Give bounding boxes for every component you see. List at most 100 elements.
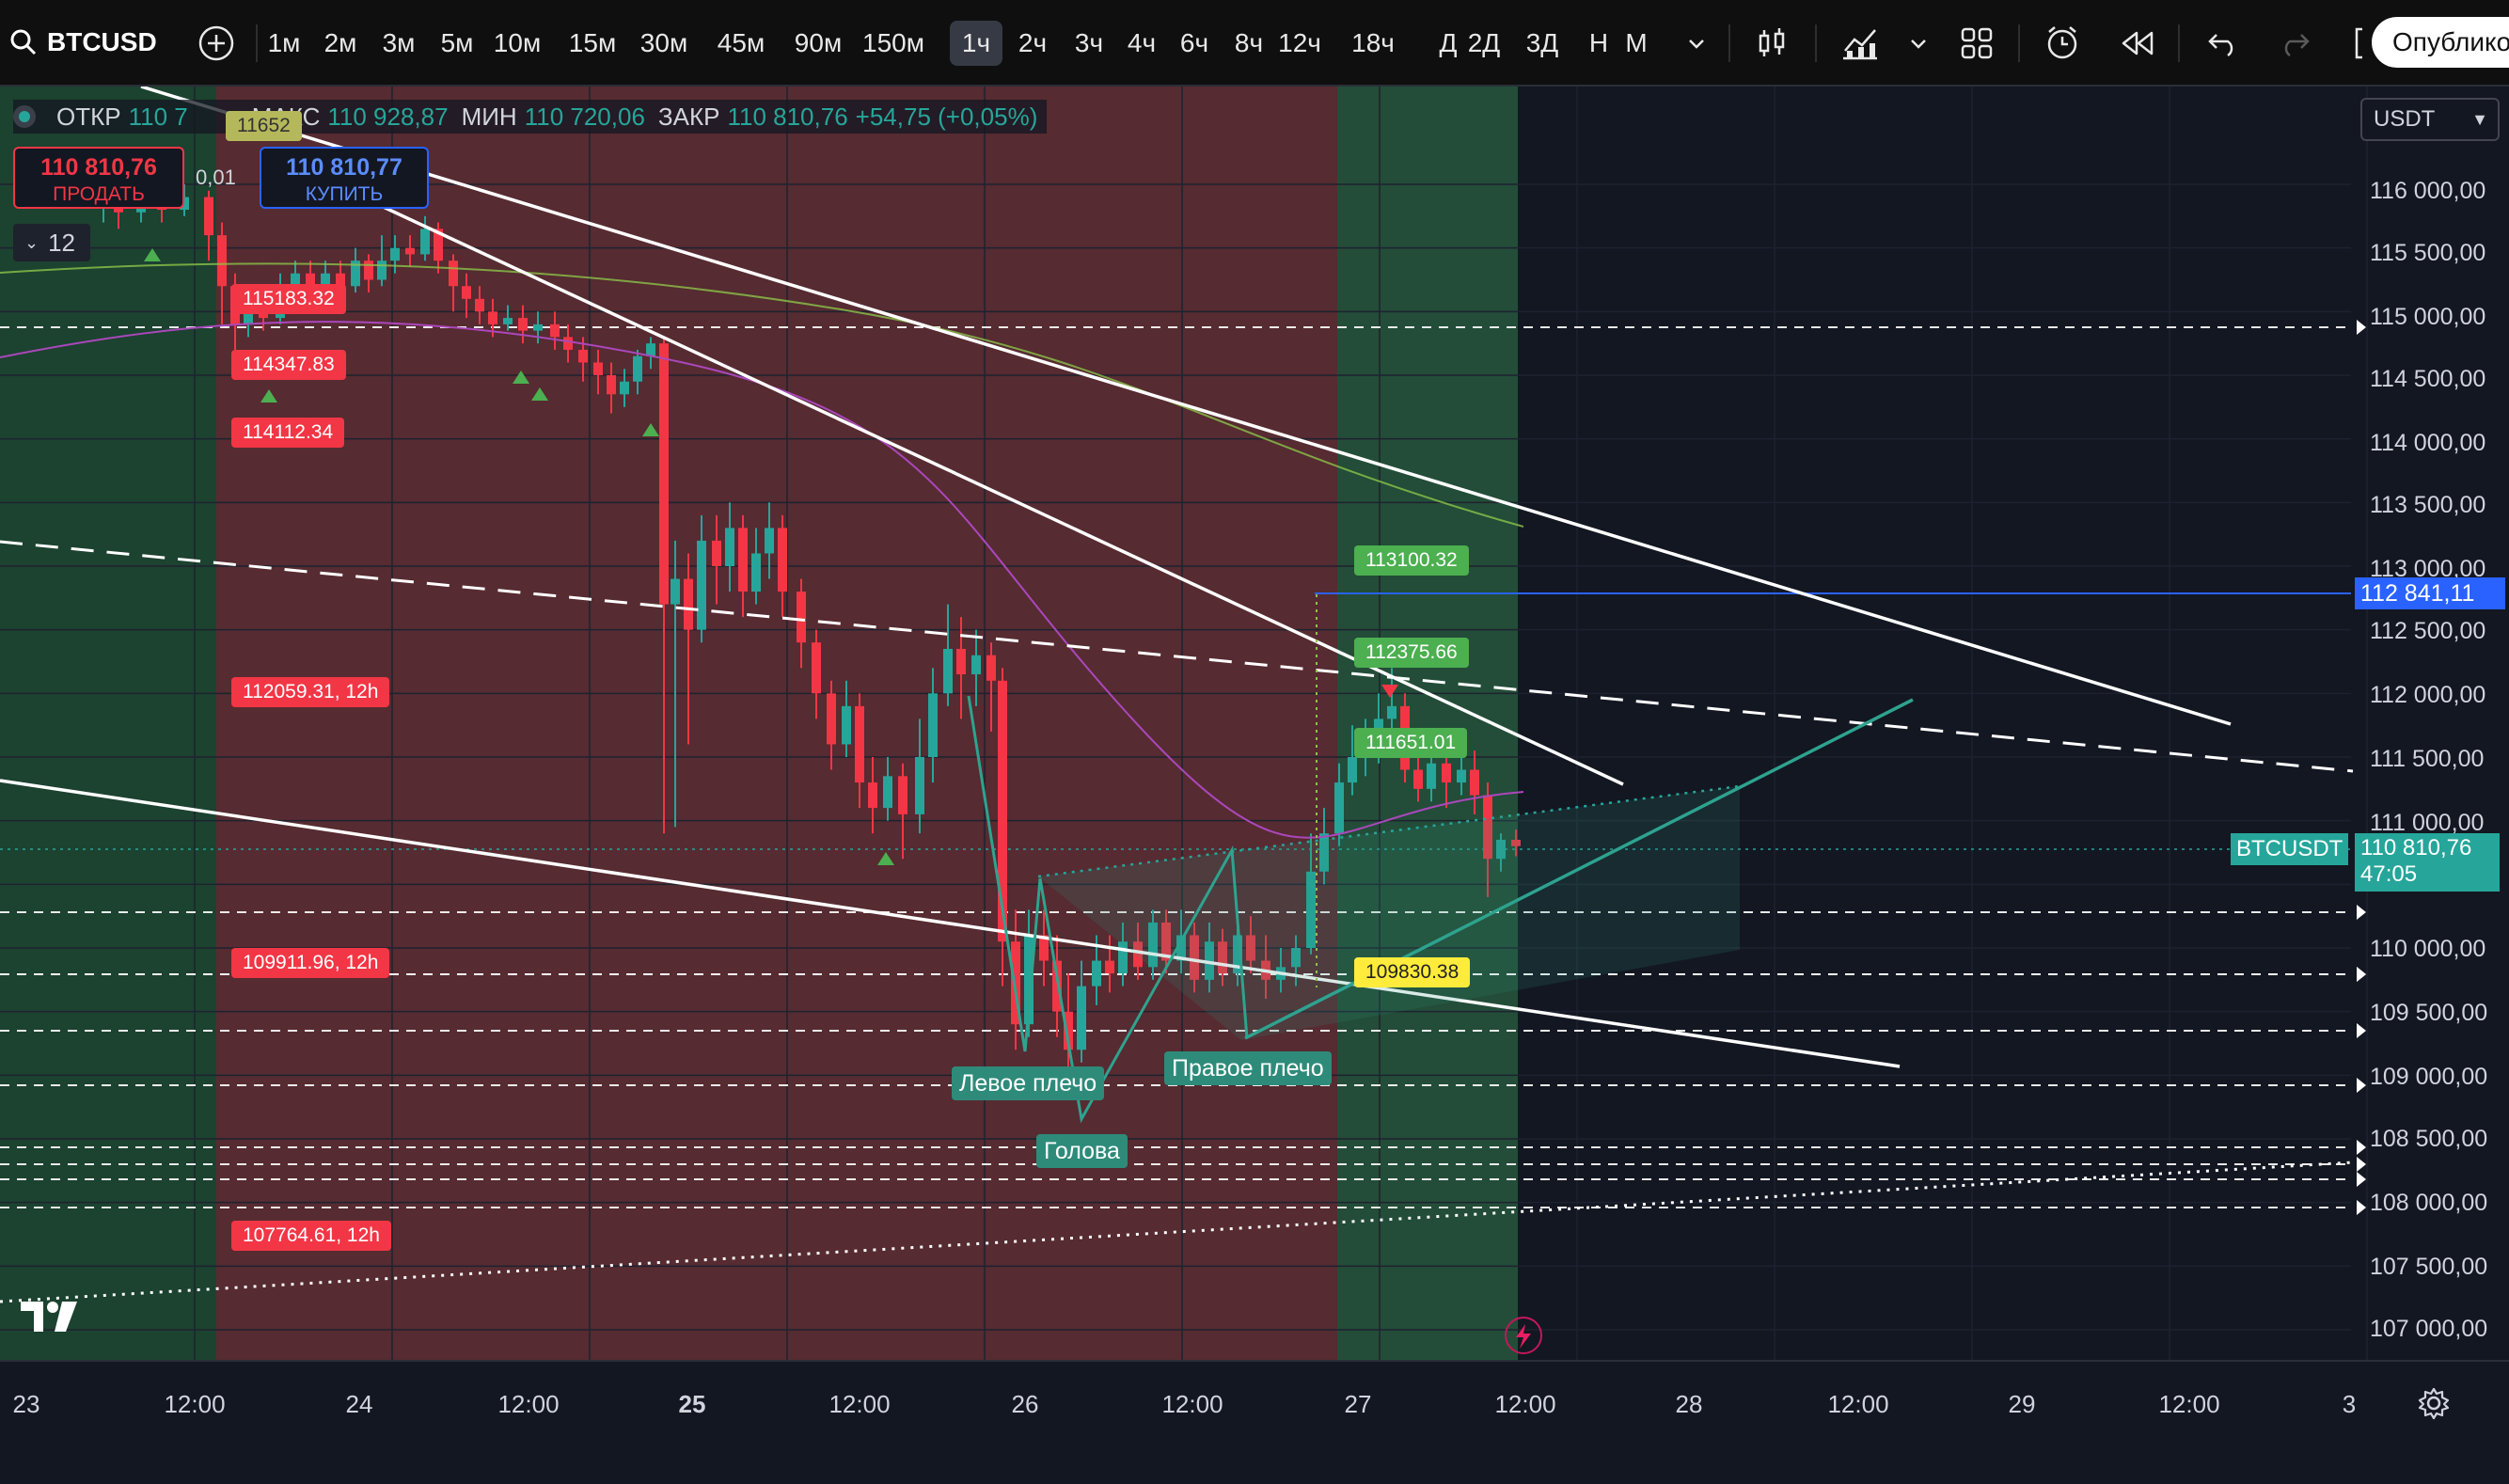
candle-body [1118, 941, 1128, 974]
close-label: ЗАКР [657, 102, 720, 131]
price-chart[interactable] [0, 87, 2509, 1484]
tradingview-logo [19, 1298, 81, 1340]
level-label-red[interactable]: 109911.96, 12h [231, 948, 390, 978]
timeframe-3[interactable]: 5м [440, 28, 474, 57]
level-label-green[interactable]: 113100.32 [1354, 545, 1469, 576]
timeframe-5[interactable]: 15м [568, 28, 617, 57]
candle-body [462, 286, 471, 299]
timeframe-11[interactable]: 2ч [1018, 28, 1048, 57]
price-tick: 107 500,00 [2370, 1254, 2488, 1280]
trendline-lower [0, 779, 1901, 1068]
undo-icon [2208, 34, 2233, 57]
timeframe-14[interactable]: 6ч [1179, 28, 1209, 57]
level-label-red[interactable]: 115183.32 [231, 284, 346, 314]
candle-body [778, 528, 787, 592]
level-label-red[interactable]: 112059.31, 12h [231, 677, 390, 707]
moving-average-green [0, 262, 1524, 528]
head-label: Голова [1036, 1134, 1128, 1168]
currency-value: USDT [2374, 106, 2436, 132]
symbol-search[interactable]: BTCUSD [9, 21, 157, 64]
time-axis[interactable]: 23 12:00 24 12:00 25 12:00 26 12:00 27 12:00 28 12:… [0, 1360, 2509, 1484]
last-price-value: 110 810,76 [2360, 835, 2472, 860]
timeframe-18[interactable]: Д [1439, 28, 1458, 57]
candle-body [550, 324, 560, 338]
candle-body [449, 260, 458, 287]
timeframe-22[interactable]: М [1625, 28, 1648, 57]
candle-body [1233, 935, 1242, 974]
level-label-green[interactable]: 112375.66 [1354, 638, 1469, 668]
timeframe-17[interactable]: 18ч [1351, 28, 1395, 57]
level-label-red[interactable]: 114347.83 [231, 350, 346, 380]
indicators-button[interactable] [1838, 21, 1883, 66]
time-tick: 12:00 [1494, 1390, 1556, 1418]
candles-type-button[interactable] [1749, 21, 1794, 66]
chevron-down-icon: ⌄ [24, 233, 39, 252]
candle-body [503, 318, 513, 324]
candle-body [1334, 782, 1344, 834]
publish-button[interactable]: Опублико [2372, 17, 2509, 68]
sell-signal-marker [1381, 685, 1398, 698]
alert-button[interactable] [2041, 21, 2086, 66]
level-label-red[interactable]: 114112.34 [231, 418, 345, 448]
timeframe-15[interactable]: 8ч [1234, 28, 1264, 57]
timeframe-10[interactable]: 1ч [950, 21, 1002, 66]
timeframe-6[interactable]: 30м [639, 28, 688, 57]
redo-button[interactable] [2272, 21, 2317, 66]
candle-body [420, 229, 430, 255]
timeframe-7[interactable]: 45м [717, 28, 765, 57]
candle-body [1039, 935, 1049, 961]
sell-button[interactable]: 110 810,76 ПРОДАТЬ [13, 147, 184, 209]
time-tick: 27 [1344, 1390, 1372, 1418]
time-tick: 23 [12, 1390, 40, 1418]
candle-body [1319, 833, 1329, 872]
level-label-yellow[interactable]: 109830.38 [1354, 957, 1471, 987]
quantity-toggle[interactable]: ⌄ 12 [13, 224, 90, 261]
top-toolbar: BTCUSD 1м 2м 3м 5м 10м 15м 30м 45м 90м 150м 1ч 2ч 3ч… [0, 0, 2509, 87]
time-tick: 24 [345, 1390, 373, 1418]
time-tick: 28 [1675, 1390, 1703, 1418]
timeframe-4[interactable]: 10м [493, 28, 542, 57]
price-tick: 113 500,00 [2370, 492, 2486, 518]
buy-button[interactable]: 110 810,77 КУПИТЬ [260, 147, 429, 209]
candle-body [217, 235, 227, 287]
replay-button[interactable] [2114, 21, 2159, 66]
undo-button[interactable] [2201, 21, 2246, 66]
candle-body [475, 298, 484, 312]
timeframe-16[interactable]: 12ч [1278, 28, 1321, 57]
level-label-top[interactable]: 11652 [226, 111, 302, 141]
fullscreen-button[interactable] [2338, 21, 2383, 66]
timeframe-12[interactable]: 3ч [1074, 28, 1104, 57]
candle-body [842, 705, 851, 745]
add-symbol-button[interactable] [194, 21, 239, 66]
layouts-button[interactable] [1954, 21, 1999, 66]
currency-select[interactable]: USDT ▼ [2360, 98, 2500, 141]
buy-signal-marker [531, 387, 548, 401]
timeframe-21[interactable]: Н [1588, 28, 1609, 57]
price-tick: 112 500,00 [2370, 618, 2486, 644]
timeframe-9[interactable]: 150м [862, 28, 924, 57]
change-value: +54,75 (+0,05%) [855, 102, 1038, 131]
timeframe-8[interactable]: 90м [794, 28, 843, 57]
indicators-dropdown-button[interactable] [1896, 21, 1941, 66]
lightning-icon[interactable] [1505, 1317, 1542, 1354]
candle-body [180, 197, 189, 211]
timeframe-dropdown-button[interactable] [1674, 21, 1719, 66]
timeframe-13[interactable]: 4ч [1127, 28, 1157, 57]
alert-price-label[interactable]: 112 841,11 [2355, 577, 2505, 609]
candle-body [1291, 948, 1301, 968]
timeframe-20[interactable]: 3Д [1525, 28, 1559, 57]
timeframe-0[interactable]: 1м [267, 28, 301, 57]
timeframe-1[interactable]: 2м [323, 28, 357, 57]
alarm-clock-icon [2047, 26, 2077, 59]
plus-circle-icon [198, 25, 234, 61]
level-label-red[interactable]: 107764.61, 12h [231, 1221, 391, 1251]
settings-icon[interactable] [2417, 1386, 2451, 1425]
candle-body [1348, 757, 1357, 783]
timeframe-2[interactable]: 3м [382, 28, 416, 57]
price-tick: 116 000,00 [2370, 178, 2486, 204]
level-label-green[interactable]: 111651.01 [1354, 728, 1468, 758]
timeframe-19[interactable]: 2Д [1467, 28, 1501, 57]
candle-body [607, 375, 616, 395]
candle-body [1161, 922, 1171, 961]
candle-body [765, 528, 774, 554]
